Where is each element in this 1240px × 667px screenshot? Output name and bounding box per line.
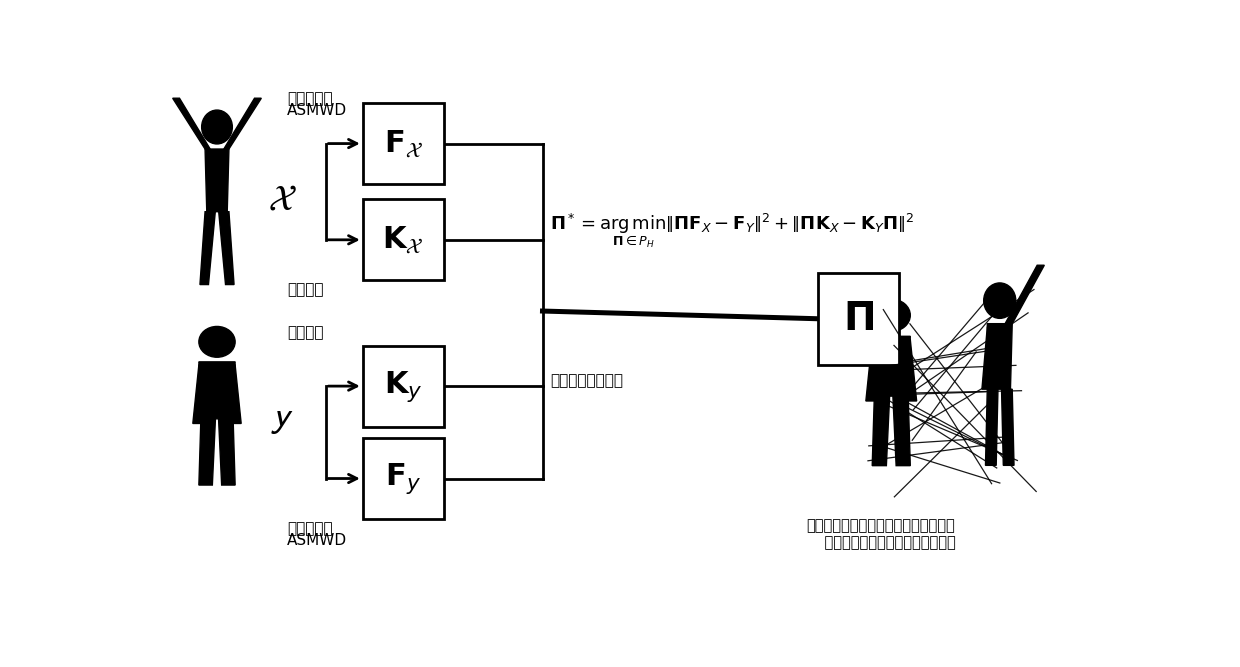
- Polygon shape: [872, 336, 910, 396]
- Bar: [363, 103, 444, 184]
- Polygon shape: [218, 419, 236, 485]
- Ellipse shape: [983, 283, 1016, 318]
- Polygon shape: [198, 362, 236, 419]
- Text: 求解优化目标函数: 求解优化目标函数: [551, 373, 624, 388]
- Ellipse shape: [202, 110, 232, 144]
- Text: $\mathcal{y}$: $\mathcal{y}$: [272, 402, 294, 436]
- Polygon shape: [1006, 265, 1044, 323]
- Bar: [363, 346, 444, 426]
- Text: $\mathcal{X}$: $\mathcal{X}$: [269, 182, 298, 216]
- Polygon shape: [1002, 390, 1014, 466]
- Text: $\mathbf{F}_{\mathcal{X}}$: $\mathbf{F}_{\mathcal{X}}$: [384, 128, 423, 159]
- Polygon shape: [200, 211, 216, 285]
- Text: $\mathbf{K}_{\mathcal{X}}$: $\mathbf{K}_{\mathcal{X}}$: [382, 224, 424, 255]
- Text: 利用得到的映射关系，完成模型颜色的
    迁移，并使用直线将对应点相连接: 利用得到的映射关系，完成模型颜色的 迁移，并使用直线将对应点相连接: [806, 518, 956, 550]
- Ellipse shape: [198, 326, 236, 358]
- Bar: [363, 199, 444, 280]
- Text: ASMWD: ASMWD: [286, 103, 347, 118]
- Polygon shape: [172, 98, 211, 149]
- Text: $\mathbf{K}_{y}$: $\mathbf{K}_{y}$: [384, 369, 423, 404]
- Polygon shape: [227, 365, 241, 424]
- Text: 计算热核: 计算热核: [286, 283, 324, 297]
- Polygon shape: [866, 340, 880, 401]
- Polygon shape: [205, 149, 229, 211]
- Text: 计算描述符: 计算描述符: [286, 91, 332, 107]
- Text: $\mathbf{\Pi}$: $\mathbf{\Pi}$: [843, 299, 874, 338]
- Bar: [363, 438, 444, 519]
- Text: 计算热核: 计算热核: [286, 325, 324, 340]
- Polygon shape: [987, 323, 1012, 390]
- Text: $\mathbf{\Pi}^* = \underset{\mathbf{\Pi} \in P_H}{\arg\min}\left\|\mathbf{\Pi}\m: $\mathbf{\Pi}^* = \underset{\mathbf{\Pi}…: [551, 211, 915, 249]
- Polygon shape: [198, 419, 216, 485]
- Polygon shape: [223, 98, 262, 149]
- Text: 计算描述符: 计算描述符: [286, 521, 332, 536]
- Text: ASMWD: ASMWD: [286, 533, 347, 548]
- Bar: [817, 273, 899, 365]
- Ellipse shape: [872, 299, 910, 331]
- Polygon shape: [893, 396, 910, 466]
- Polygon shape: [982, 327, 994, 390]
- Polygon shape: [193, 365, 207, 424]
- Polygon shape: [901, 340, 916, 401]
- Text: $\mathbf{F}_{y}$: $\mathbf{F}_{y}$: [386, 461, 422, 496]
- Polygon shape: [218, 211, 234, 285]
- Polygon shape: [872, 396, 889, 466]
- Polygon shape: [986, 390, 998, 466]
